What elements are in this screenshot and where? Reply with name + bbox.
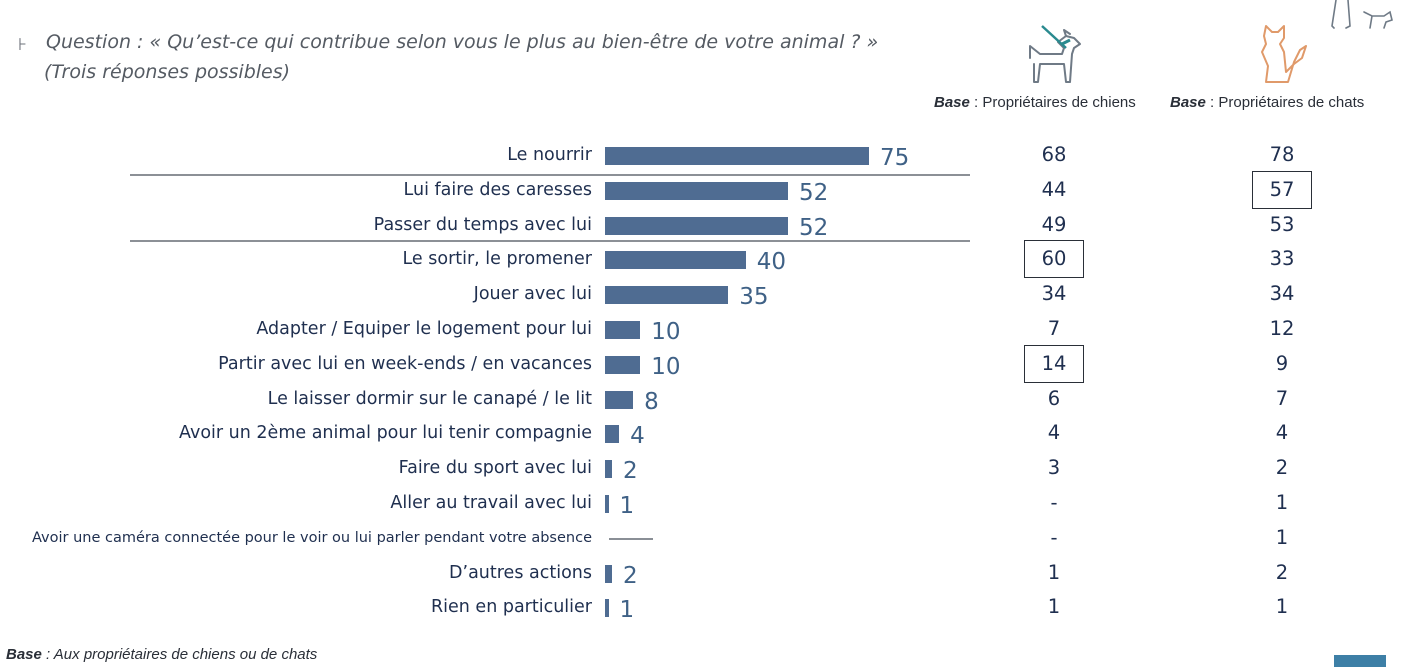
bar xyxy=(605,355,641,374)
bar-value-label: 35 xyxy=(739,284,769,311)
category-label: Faire du sport avec lui xyxy=(398,458,592,479)
cats-value: 1 xyxy=(1275,595,1289,619)
dogs-column-header: Base : Propriétaires de chiens xyxy=(934,94,1136,111)
bar xyxy=(605,286,729,305)
dogs-base-text: : Propriétaires de chiens xyxy=(969,94,1136,111)
dogs-value: 68 xyxy=(1041,143,1067,166)
dogs-value: 14 xyxy=(1024,344,1084,383)
category-label: Passer du temps avec lui xyxy=(373,214,592,235)
bar-value-label: 10 xyxy=(651,353,681,380)
cats-value: 33 xyxy=(1269,247,1295,271)
category-label: D’autres actions xyxy=(449,562,592,583)
category-label: Adapter / Equiper le logement pour lui xyxy=(256,319,592,339)
bar xyxy=(605,147,869,165)
bar xyxy=(605,390,634,409)
category-label: Le nourrir xyxy=(507,145,592,165)
cat-icon xyxy=(1261,25,1307,83)
bar xyxy=(605,495,609,513)
category-label: Partir avec lui en week-ends / en vacanc… xyxy=(218,353,592,374)
category-label: Jouer avec lui xyxy=(473,284,592,305)
dogs-value: 1 xyxy=(1047,560,1061,584)
footer-base-text: : Aux propriétaires de chiens ou de chat… xyxy=(41,646,318,663)
cats-value: 34 xyxy=(1269,282,1295,306)
footer-base-label: Base xyxy=(6,646,42,663)
bar-value-label: 75 xyxy=(880,145,910,171)
dogs-value: 44 xyxy=(1041,177,1067,201)
category-label: Aller au travail avec lui xyxy=(390,493,592,513)
dogs-value: 49 xyxy=(1041,212,1067,236)
bar-value-label: 40 xyxy=(756,249,787,276)
question-marker: ⊦ xyxy=(18,35,27,55)
dogs-value: 7 xyxy=(1047,317,1061,340)
bar-value-label: 4 xyxy=(630,423,645,450)
bar xyxy=(605,599,609,618)
category-label: Le laisser dormir sur le canapé / le lit xyxy=(267,388,592,409)
category-label: Avoir un 2ème animal pour lui tenir comp… xyxy=(179,423,592,444)
cats-value: 78 xyxy=(1269,143,1295,166)
person-and-dog-icon xyxy=(1331,0,1393,29)
cats-value: 12 xyxy=(1269,317,1295,340)
cats-value: 1 xyxy=(1275,525,1289,549)
bar-value-label: 10 xyxy=(651,319,681,345)
bar xyxy=(605,564,613,583)
bar xyxy=(605,425,620,444)
dogs-value: 60 xyxy=(1024,240,1084,279)
separator-line-bottom xyxy=(130,240,970,242)
bar-value-label: 1 xyxy=(619,597,635,624)
dogs-value: - xyxy=(1050,491,1058,514)
bar xyxy=(605,321,641,339)
bar-value-label: 8 xyxy=(644,388,659,415)
dogs-value: 3 xyxy=(1047,456,1061,480)
cats-value: 4 xyxy=(1275,421,1289,445)
cats-value: 9 xyxy=(1275,351,1289,375)
question-block: ⊦ Question : « Qu’est-ce qui contribue s… xyxy=(18,27,918,87)
bar-value-label: 2 xyxy=(623,562,638,589)
dogs-value: 1 xyxy=(1047,595,1061,619)
dogs-value: - xyxy=(1050,525,1058,549)
category-label: Avoir une caméra connectée pour le voir … xyxy=(31,529,592,546)
bar-value-label: 52 xyxy=(799,214,829,241)
cats-value: 2 xyxy=(1275,560,1289,584)
bar xyxy=(605,460,613,479)
cats-column-header: Base : Propriétaires de chats xyxy=(1170,94,1364,111)
bar-value-label: 52 xyxy=(799,179,829,206)
dogs-base-label: Base xyxy=(934,94,970,111)
cats-value: 57 xyxy=(1252,170,1312,209)
cats-value: 7 xyxy=(1275,386,1289,410)
cats-value: 2 xyxy=(1275,456,1289,480)
bar xyxy=(605,251,746,270)
brand-logo-corner xyxy=(1334,655,1386,667)
question-text: Question : « Qu’est-ce qui contribue sel… xyxy=(46,31,879,53)
cats-value: 1 xyxy=(1275,491,1289,514)
dogs-value: 34 xyxy=(1041,282,1067,306)
dogs-value: 6 xyxy=(1047,386,1061,410)
bar xyxy=(609,537,653,540)
bar xyxy=(605,216,789,235)
bar xyxy=(605,181,789,200)
cats-base-label: Base xyxy=(1170,94,1206,111)
bar-value-label: 1 xyxy=(619,493,635,519)
category-label: Lui faire des caresses xyxy=(403,179,592,200)
bar-value-label: 2 xyxy=(623,458,638,485)
dogs-value: 4 xyxy=(1047,421,1061,445)
cats-value: 53 xyxy=(1269,212,1295,236)
category-label: Rien en particulier xyxy=(430,597,592,618)
cats-base-text: : Propriétaires de chats xyxy=(1205,94,1365,111)
category-label: Le sortir, le promener xyxy=(402,249,592,270)
question-subtext: (Trois réponses possibles) xyxy=(44,61,291,83)
separator-line-top xyxy=(130,174,970,176)
footer-base-note: Base : Aux propriétaires de chiens ou de… xyxy=(6,646,317,663)
dog-on-leash-icon xyxy=(1029,25,1081,83)
